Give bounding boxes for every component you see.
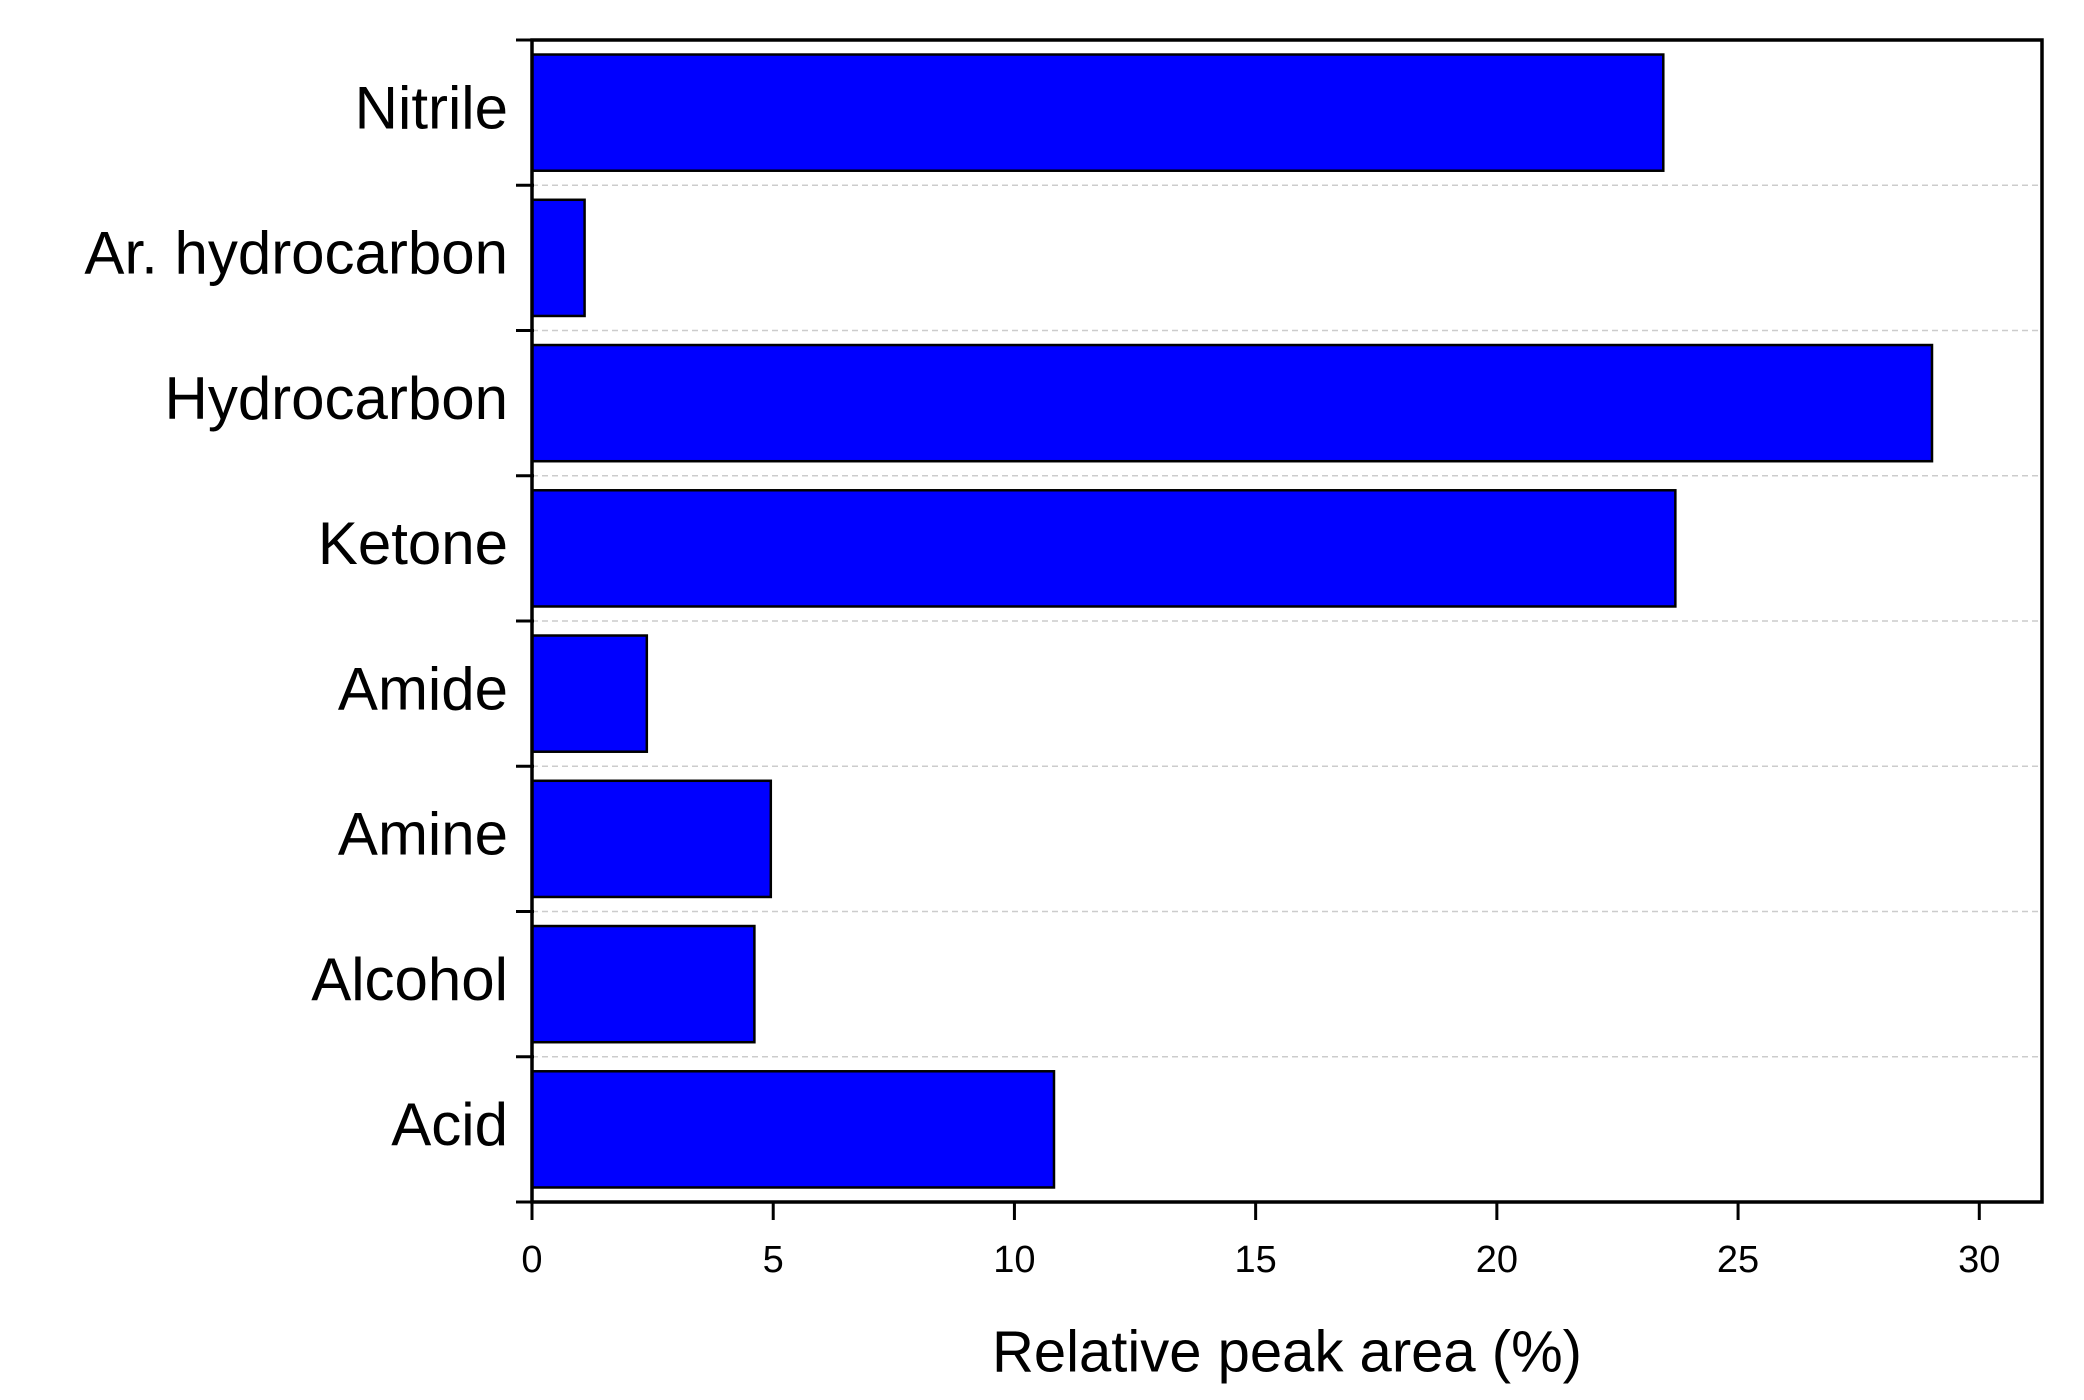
- x-axis-title: Relative peak area (%): [992, 1319, 1582, 1384]
- x-tick-label: 5: [763, 1239, 784, 1281]
- bar: [530, 924, 756, 1044]
- bar: [530, 53, 1665, 172]
- x-tick-label: 15: [1235, 1239, 1277, 1281]
- x-tick-label: 30: [1958, 1239, 2000, 1281]
- y-tick-label: Hydrocarbon: [164, 365, 508, 432]
- y-tick-label: Amide: [338, 655, 508, 722]
- y-tick-label: Alcohol: [311, 946, 508, 1013]
- x-tick-label: 10: [993, 1239, 1035, 1281]
- bar: [530, 198, 586, 318]
- bar: [530, 1070, 1056, 1189]
- y-tick-label: Amine: [338, 801, 508, 868]
- bar: [530, 489, 1677, 608]
- y-tick-label: Ar. hydrocarbon: [84, 220, 508, 287]
- x-tick-label: 0: [521, 1239, 542, 1281]
- plot-frame: [530, 38, 2044, 1204]
- bar: [530, 343, 1934, 463]
- bar: [530, 634, 649, 753]
- y-tick-label: Nitrile: [355, 74, 508, 141]
- y-tick-label: Ketone: [318, 510, 508, 577]
- x-tick-label: 25: [1717, 1239, 1759, 1281]
- x-tick-label: 20: [1476, 1239, 1518, 1281]
- y-tick-label: Acid: [391, 1091, 508, 1158]
- bar: [530, 779, 773, 899]
